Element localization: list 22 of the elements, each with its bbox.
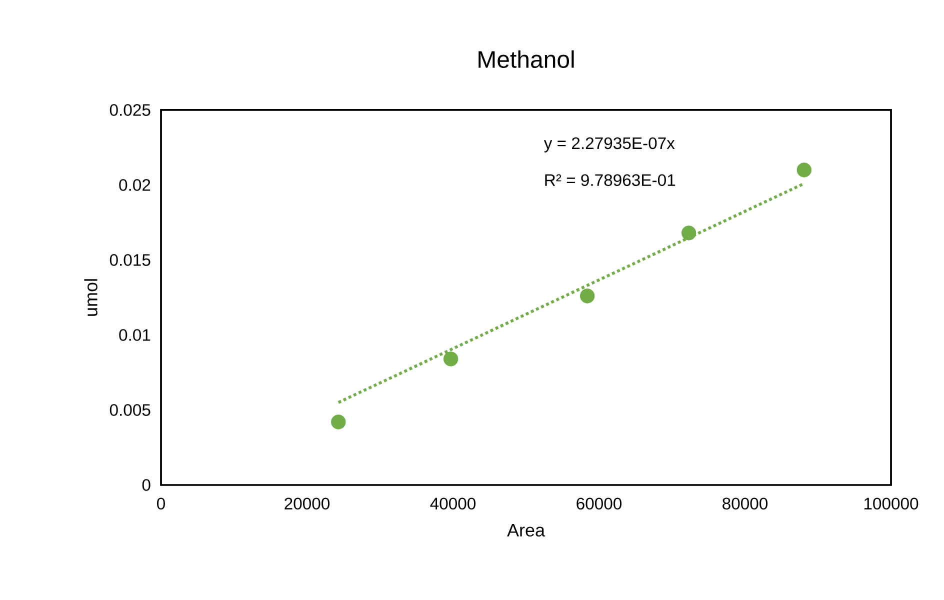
x-tick-label: 60000 — [576, 498, 622, 510]
y-tick-label: 0.01 — [119, 329, 150, 341]
y-tick-label: 0.025 — [110, 104, 150, 116]
y-tick-label: 0.02 — [119, 179, 150, 191]
x-tick-label: 100000 — [864, 498, 918, 510]
point — [796, 162, 812, 178]
point — [443, 352, 458, 366]
y-tick-label: 0.015 — [110, 254, 150, 266]
x-axis-title: Area — [507, 524, 546, 537]
y-axis-title: umol — [84, 279, 98, 316]
point — [331, 414, 346, 430]
y-tick-label: 0 — [142, 479, 150, 491]
y-tick-label: 0.005 — [110, 404, 150, 416]
x-tick-label: 20000 — [284, 498, 330, 510]
point — [681, 226, 696, 240]
annotation: R² = 9.78963E-01 — [545, 174, 676, 186]
annotation: y = 2.27935E-07x — [544, 137, 675, 152]
x-tick-label: 80000 — [722, 498, 768, 510]
chart-title: Methanol — [478, 50, 574, 68]
x-tick-label: 0 — [157, 498, 165, 510]
point — [580, 288, 595, 304]
x-tick-label: 40000 — [430, 498, 476, 510]
